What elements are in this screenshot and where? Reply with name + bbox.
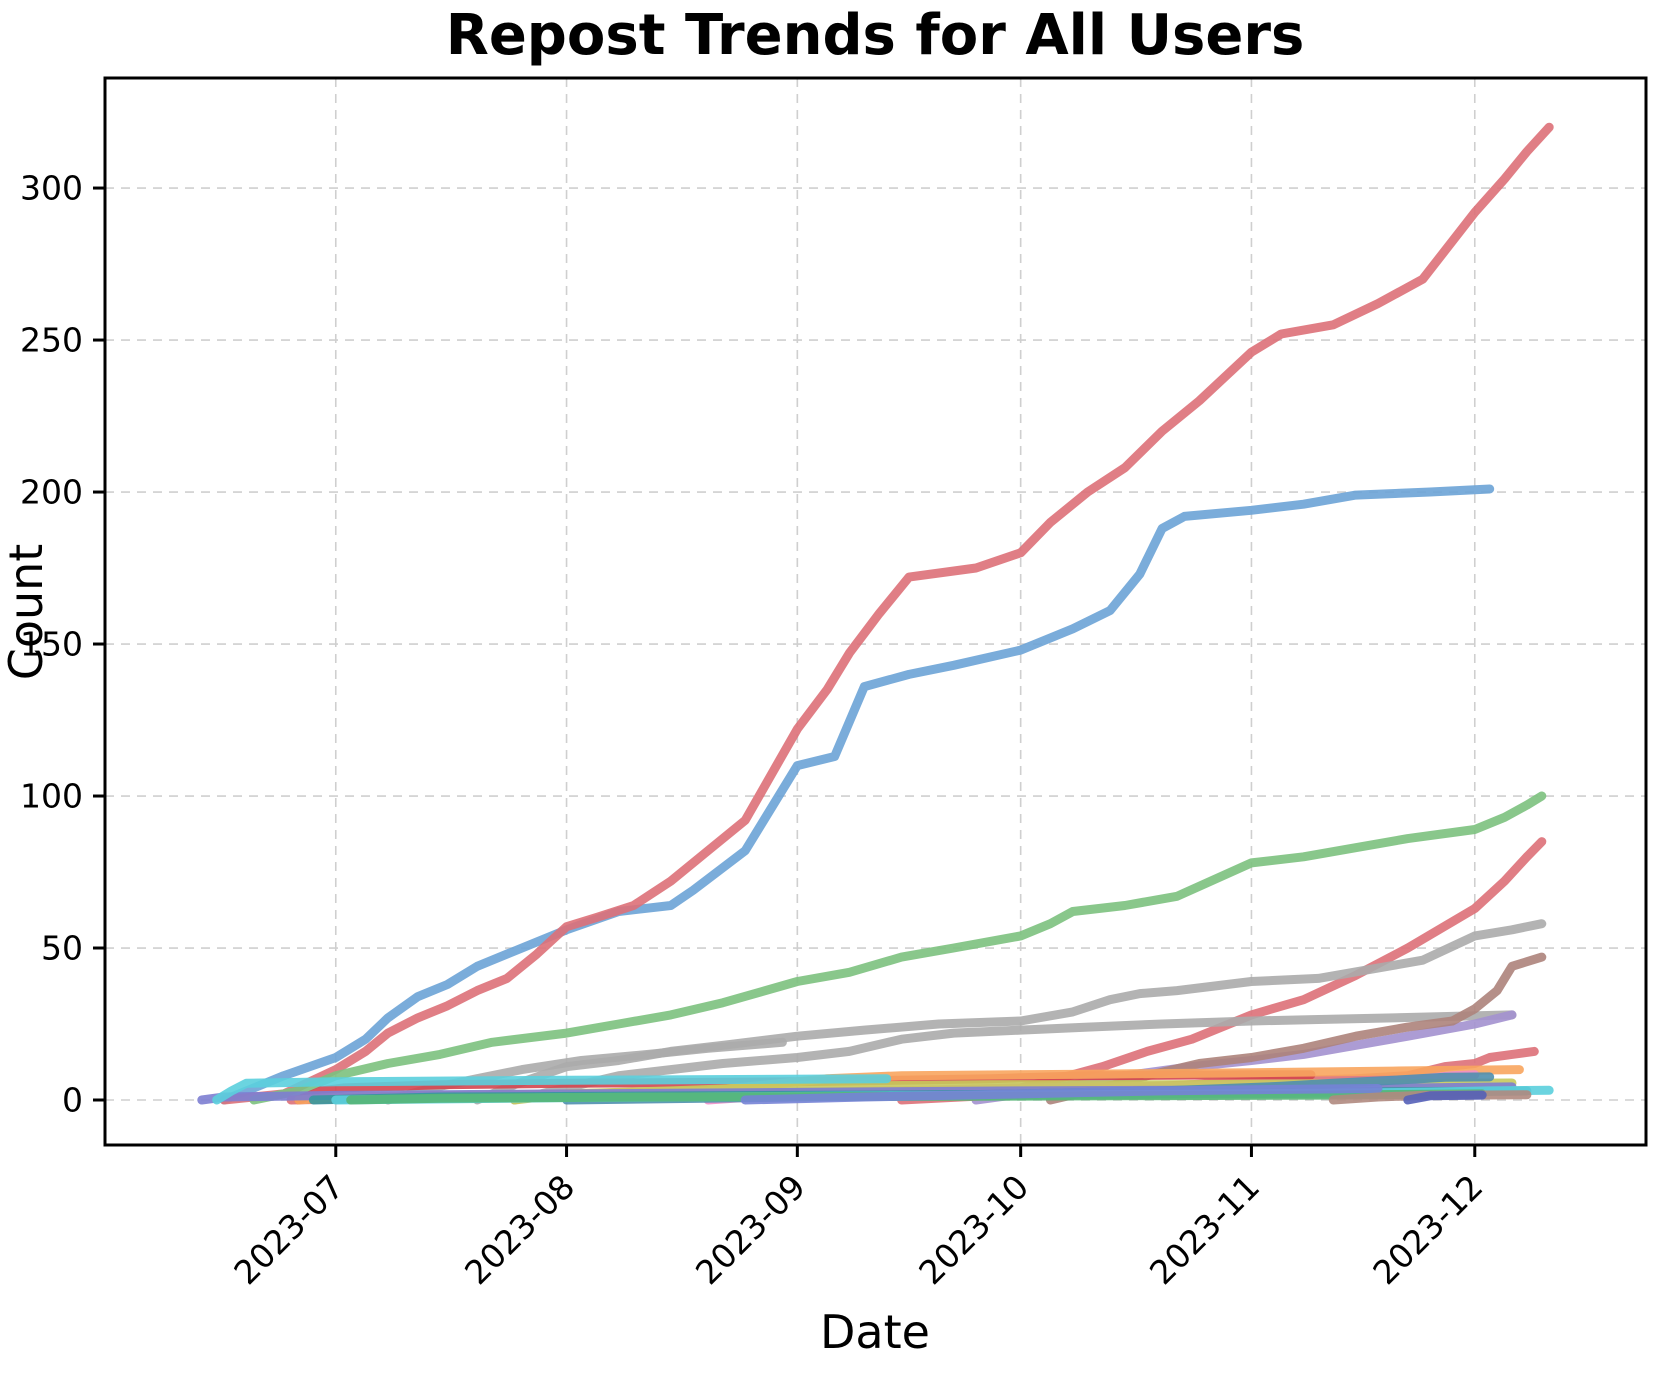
x-tick-label: 2023-11 — [1142, 1167, 1267, 1292]
chart-line-line-3 — [249, 791, 1547, 1105]
chart-line-line-6 — [509, 1010, 1517, 1105]
y-tick-label: 100 — [20, 777, 83, 816]
y-tick-label: 200 — [20, 473, 83, 512]
y-axis-label: Count — [0, 544, 53, 681]
chart-line-line-21 — [740, 1084, 1383, 1105]
y-tick-label: 50 — [41, 929, 83, 968]
chart-title: Repost Trends for All Users — [446, 3, 1305, 68]
y-tick-label: 150 — [20, 625, 83, 664]
y-tick-label: 250 — [20, 321, 83, 360]
x-tick-label: 2023-12 — [1365, 1167, 1490, 1292]
chart-line-line-23 — [1403, 1090, 1487, 1105]
y-tick-label: 0 — [62, 1081, 83, 1120]
x-tick-label: 2023-10 — [911, 1167, 1036, 1292]
chart-line-line-18 — [212, 1074, 892, 1105]
chart-line-line-2 — [219, 122, 1554, 1105]
x-tick-label: 2023-09 — [688, 1167, 813, 1292]
series-layer — [197, 122, 1554, 1105]
plot-border — [103, 76, 1648, 1147]
x-tick-label: 2023-08 — [457, 1167, 582, 1292]
grid-layer — [105, 78, 1646, 1145]
chart-line-line-1 — [219, 484, 1495, 1105]
y-tick-label: 300 — [20, 169, 83, 208]
x-tick-label: 2023-07 — [226, 1167, 351, 1292]
x-axis-label: Date — [820, 1305, 930, 1359]
